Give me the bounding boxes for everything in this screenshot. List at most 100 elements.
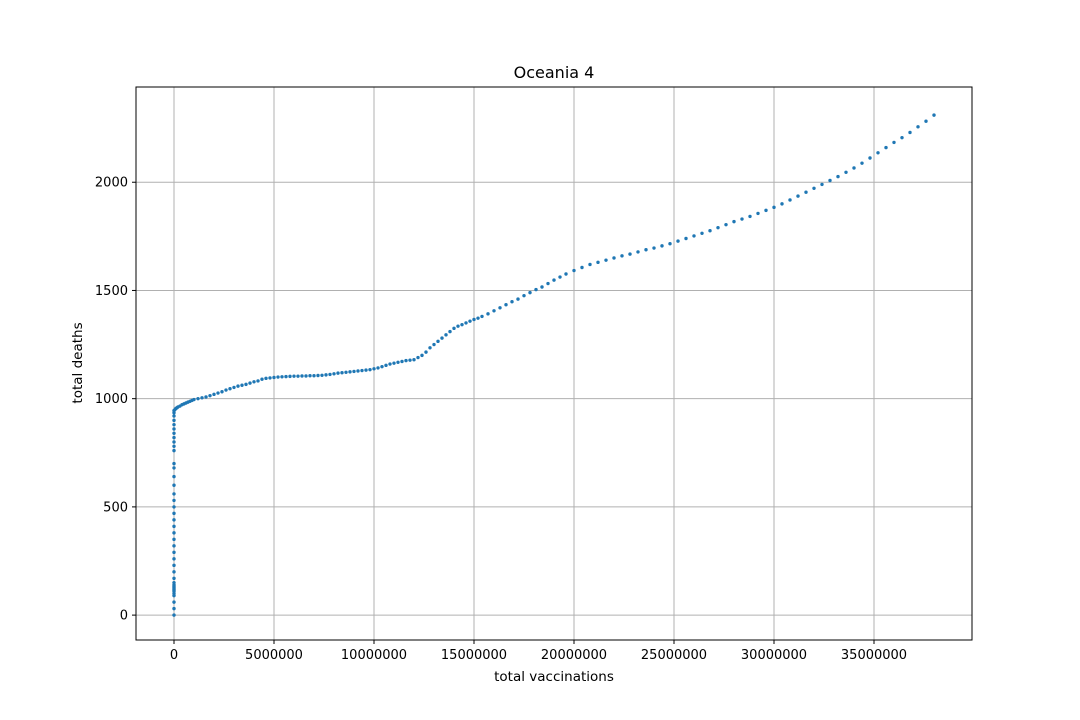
data-point [172,524,176,529]
data-point [312,374,316,378]
data-point [308,374,312,378]
x-axis-ticks: 0 5000000 10000000 15000000 20000000 25000000… [170,640,907,663]
data-point [172,550,176,555]
data-point [476,316,480,320]
data-point [172,580,176,585]
data-point [740,217,744,221]
data-point [172,531,176,535]
y-tick-label: 0 [120,609,128,624]
data-point [708,229,712,233]
data-point [212,392,216,397]
data-point [636,250,640,254]
data-point [612,256,616,260]
data-point [316,373,320,378]
data-point [860,161,864,165]
y-tick-label: 1500 [95,284,128,299]
data-point [764,208,768,213]
x-tick-label: 0 [170,648,178,663]
data-point [296,374,300,378]
y-axis-ticks: 0 500 1000 1500 2000 [95,176,136,624]
data-point [796,194,800,198]
data-point [892,140,896,145]
data-point [264,376,268,381]
data-point [812,186,816,190]
data-point [172,570,176,574]
data-point [356,369,360,373]
data-point [172,511,176,516]
data-point [432,342,436,347]
data-point [412,358,416,362]
data-point [564,272,568,276]
data-point [844,170,848,174]
data-point [200,396,204,400]
data-point [820,182,824,187]
data-point [372,367,376,371]
data-point [480,314,484,319]
data-point [408,358,412,362]
data-point [916,125,920,129]
data-point [652,246,656,250]
data-point [546,281,550,286]
data-point [444,333,448,337]
data-point [660,244,664,248]
data-point [416,355,420,360]
plot-area-frame [135,86,973,641]
x-tick-label: 15000000 [441,648,507,663]
data-point [248,381,252,385]
data-point [868,156,872,160]
y-axis-label: total deaths [70,322,86,403]
data-point [900,135,904,140]
data-point [172,461,176,466]
data-point [424,350,428,354]
y-tick-label: 500 [103,500,128,515]
data-point [724,222,728,227]
data-point [732,219,736,224]
data-point [668,242,672,246]
x-tick-label: 30000000 [741,648,807,663]
data-point [172,418,176,423]
data-point [224,388,228,392]
grid-lines [136,87,972,640]
data-point [204,395,208,399]
data-point [596,260,600,265]
data-point [192,397,196,402]
data-point [772,205,776,210]
data-point [320,373,324,377]
x-tick-label: 35000000 [841,648,907,663]
data-point [876,151,880,155]
data-point [420,353,424,358]
data-point [276,375,280,379]
data-point [558,275,562,279]
data-point [436,339,440,344]
data-point [208,393,212,398]
data-point [240,383,244,387]
data-point [260,377,264,381]
data-point [534,287,538,292]
data-point [604,258,608,262]
data-point [340,370,344,375]
data-point [756,211,760,216]
data-point [216,391,220,395]
data-point [172,576,176,581]
data-point [460,322,464,327]
data-point [332,372,336,376]
x-tick-label: 10000000 [341,648,407,663]
data-point [300,374,304,378]
data-point [172,431,176,436]
data-point [292,374,296,378]
data-point [172,606,176,611]
data-point [932,113,936,117]
data-point [884,145,888,150]
data-point [580,265,584,270]
data-point [572,268,576,273]
data-point [528,290,532,295]
data-point [716,225,720,230]
data-point [172,600,176,604]
data-point [504,303,508,307]
data-point [268,376,272,380]
x-tick-label: 25000000 [641,648,707,663]
data-point [280,375,284,379]
data-point [360,368,364,373]
data-point [464,321,468,325]
